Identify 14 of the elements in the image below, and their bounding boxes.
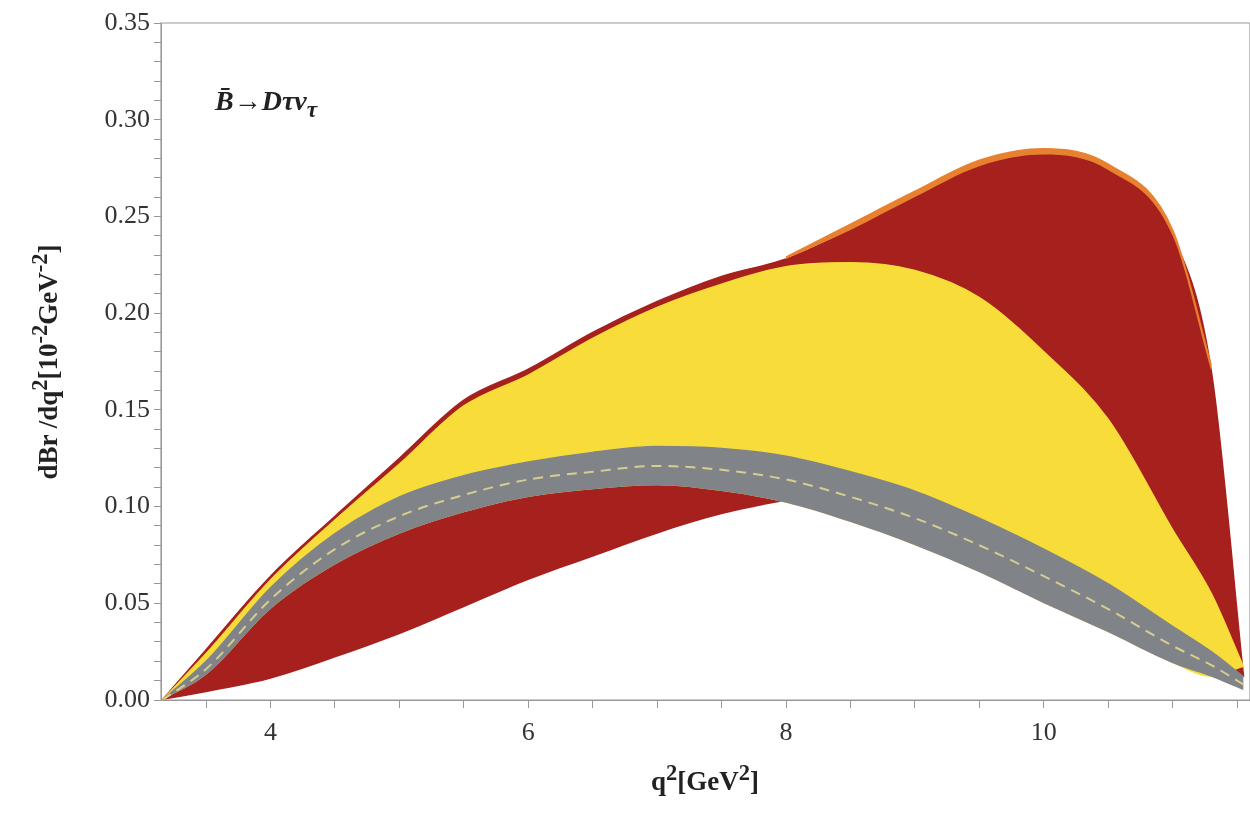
y-tick-label: 0.25: [104, 200, 150, 230]
x-axis-title: q$^{2}$[GeV$^{2}$]: [650, 760, 760, 797]
annotation: B̄→Dτν$_{τ}$: [215, 85, 318, 123]
y-tick-label: 0.30: [104, 103, 150, 133]
x-tick-label: 10: [1030, 717, 1057, 747]
y-tick-label: 0.35: [104, 6, 150, 36]
y-tick-label: 0.10: [104, 490, 150, 520]
y-tick-label: 0.00: [104, 683, 150, 713]
y-tick-label: 0.05: [104, 587, 150, 617]
x-tick-label: 8: [779, 717, 793, 747]
y-tick-label: 0.15: [104, 393, 150, 423]
x-tick-label: 4: [264, 717, 278, 747]
y-tick-label: 0.20: [104, 296, 150, 326]
x-tick-label: 6: [521, 717, 535, 747]
